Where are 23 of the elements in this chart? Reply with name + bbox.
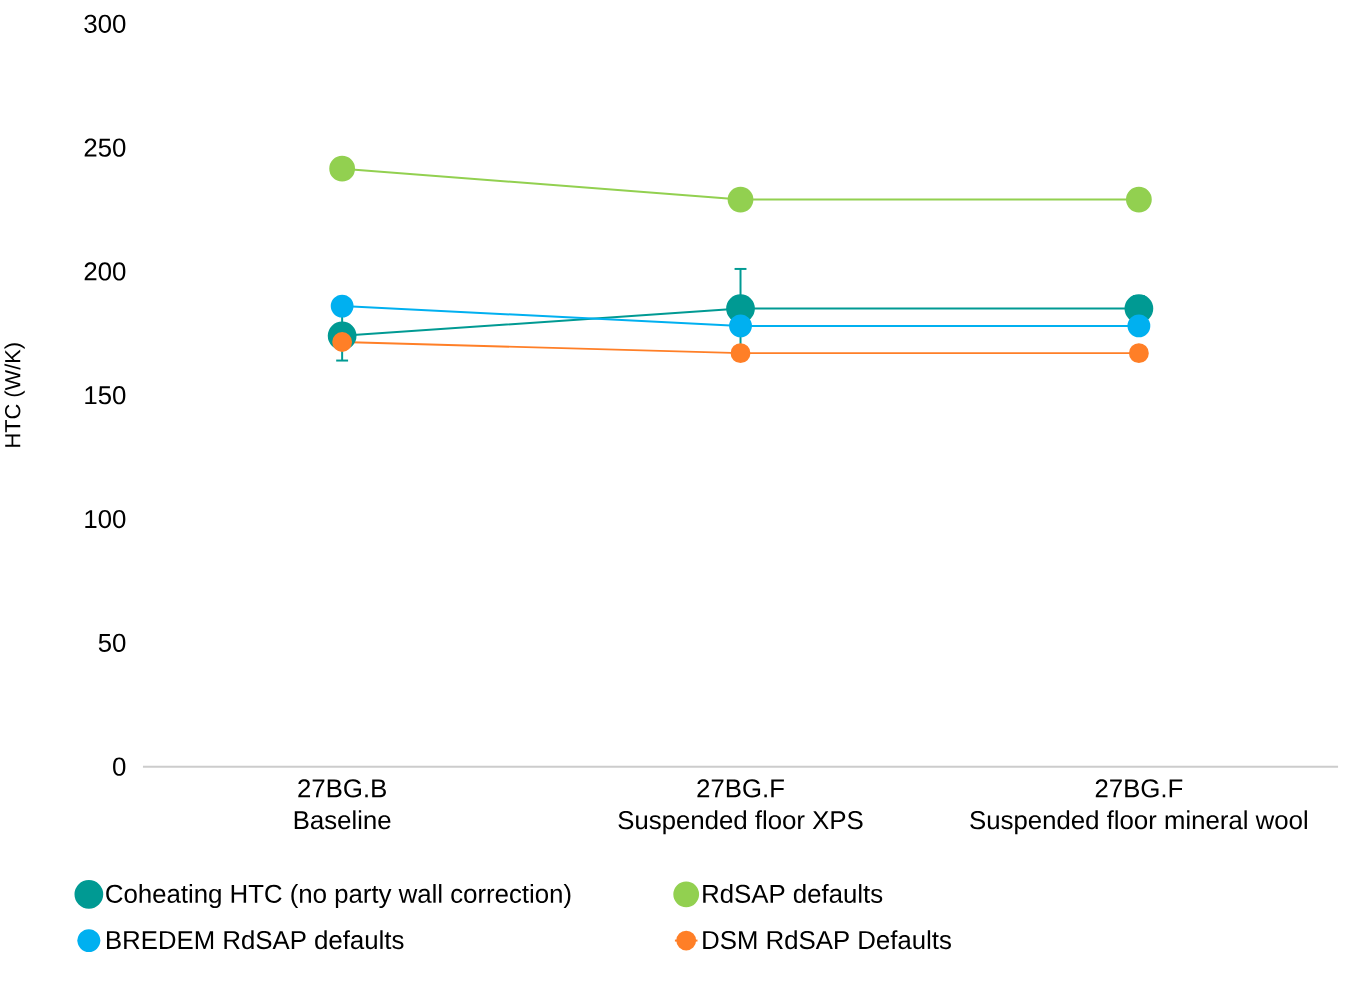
point bbox=[330, 294, 354, 318]
y-tick-label: 100 bbox=[85, 510, 126, 529]
point bbox=[727, 186, 754, 213]
point bbox=[1125, 186, 1152, 213]
point bbox=[1127, 314, 1151, 338]
point bbox=[1128, 343, 1149, 364]
y-tick-label: 300 bbox=[84, 14, 126, 34]
legend-label: BREDEM RdSAP defaults bbox=[107, 930, 404, 950]
x-tick-label: 27BG.B Baseline bbox=[294, 779, 391, 830]
legend-label: DSM RdSAP Defaults bbox=[703, 930, 951, 950]
x-tick-label: 27BG.F Suspended floor mineral wool bbox=[970, 779, 1307, 835]
y-tick-label: 0 bbox=[113, 757, 126, 776]
y-tick-label: 50 bbox=[98, 633, 126, 653]
point bbox=[730, 343, 751, 364]
legend-label: Coheating HTC (no party wall correction) bbox=[106, 884, 571, 909]
y-tick-label: 250 bbox=[84, 138, 126, 157]
x-tick-label: 27BG.F Suspended floor XPS bbox=[618, 779, 863, 835]
legend-label: RdSAP defaults bbox=[703, 884, 883, 904]
y-axis-title: HTC (W/K) bbox=[4, 343, 25, 447]
point bbox=[729, 314, 752, 338]
y-tick-label: 200 bbox=[84, 262, 126, 281]
point bbox=[329, 155, 356, 182]
y-tick-label: 150 bbox=[85, 386, 126, 405]
